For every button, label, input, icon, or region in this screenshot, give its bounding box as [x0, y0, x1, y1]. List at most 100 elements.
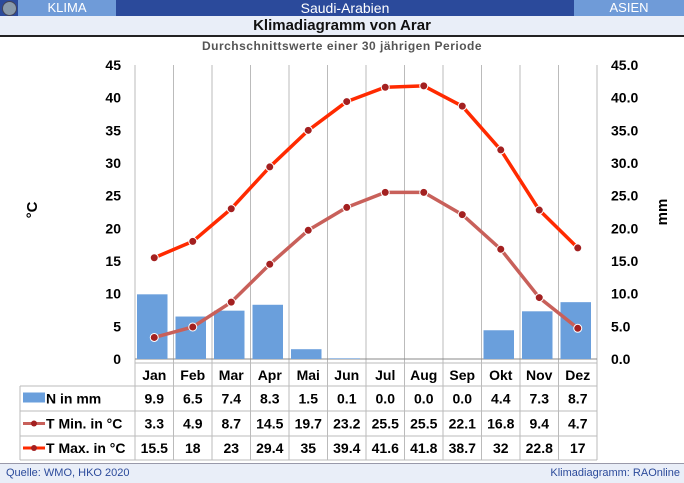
table-value: 4.7: [568, 416, 588, 432]
table-value: 6.5: [183, 391, 203, 407]
y-tick-label: 35: [105, 122, 121, 138]
y-tick-label: 15: [105, 253, 121, 269]
y-tick-label: 20: [105, 220, 121, 236]
table-value: 3.3: [145, 416, 165, 432]
tmax-point: [573, 243, 583, 253]
precip-bar: [214, 310, 245, 359]
y-tick-label: 30: [105, 155, 121, 171]
table-value: 14.5: [256, 416, 283, 432]
table-value: 22.1: [449, 416, 476, 432]
legend-label: T Max. in °C: [46, 440, 126, 456]
source-text: Quelle: WMO, HKO 2020: [6, 467, 130, 479]
tmin-line: [153, 190, 579, 340]
precip-bar: [522, 311, 553, 359]
x-tick-label: Dez: [565, 367, 590, 383]
tmin-point: [457, 210, 467, 220]
x-tick-label: Jan: [142, 367, 166, 383]
y2-tick-label: 0.0: [611, 351, 631, 367]
asien-link[interactable]: ASIEN: [574, 0, 684, 16]
footer: Quelle: WMO, HKO 2020 Klimadiagramm: RAO…: [0, 463, 684, 483]
y-tick-label: 25: [105, 188, 121, 204]
tmin-point: [342, 202, 352, 212]
y2-tick-label: 5.0: [611, 318, 631, 334]
y2-tick-label: 10.0: [611, 286, 638, 302]
legend-label: T Min. in °C: [46, 416, 122, 432]
legend-swatch-point: [31, 445, 37, 451]
y2-tick-label: 15.0: [611, 253, 638, 269]
table-value: 0.0: [376, 391, 396, 407]
country-title: Saudi-Arabien: [300, 0, 390, 16]
y2-tick-label: 40.0: [611, 90, 638, 106]
table-value: 41.6: [372, 440, 399, 456]
table-value: 19.7: [295, 416, 322, 432]
tmax-point: [457, 101, 467, 111]
precip-bar: [252, 304, 283, 359]
x-tick-label: Jul: [375, 367, 395, 383]
precip-bar: [291, 349, 322, 359]
y-tick-label: 45: [105, 57, 121, 73]
table-value: 1.5: [299, 391, 319, 407]
y-axis-label: °C: [24, 201, 41, 218]
tmin-point: [188, 322, 198, 332]
x-tick-label: Feb: [180, 367, 205, 383]
klima-link[interactable]: KLIMA: [18, 0, 116, 16]
tmax-point: [149, 253, 159, 263]
tmin-point: [573, 323, 583, 333]
table-value: 9.9: [145, 391, 165, 407]
y2-tick-label: 45.0: [611, 57, 638, 73]
legend-swatch-precip: [23, 392, 45, 403]
chart-subtitle: Durchschnittswerte einer 30 jährigen Per…: [201, 39, 483, 53]
x-tick-label: Mar: [219, 367, 244, 383]
top-bar: KLIMA Saudi-Arabien ASIEN: [0, 0, 684, 16]
tmax-point: [303, 125, 313, 135]
tmin-point: [303, 225, 313, 235]
table-value: 17: [570, 440, 586, 456]
y-tick-label: 40: [105, 90, 121, 106]
tmax-point: [342, 97, 352, 107]
table-value: 9.4: [530, 416, 550, 432]
y2-tick-label: 35.0: [611, 122, 638, 138]
table-value: 0.0: [453, 391, 473, 407]
y-tick-label: 0: [113, 351, 121, 367]
tmin-point: [226, 297, 236, 307]
tmax-point: [534, 205, 544, 215]
tmax-point: [380, 82, 390, 92]
x-tick-label: Okt: [489, 367, 513, 383]
table-value: 18: [185, 440, 201, 456]
tmin-point: [419, 187, 429, 197]
tmax-line: [153, 84, 579, 260]
table-value: 4.9: [183, 416, 203, 432]
tmin-point: [496, 244, 506, 254]
tmin-point: [149, 332, 159, 342]
table-value: 29.4: [256, 440, 283, 456]
y2-tick-label: 25.0: [611, 188, 638, 204]
tmin-point: [380, 187, 390, 197]
credit-text: Klimadiagramm: RAOnline: [550, 467, 680, 479]
legend-label: N in mm: [46, 391, 101, 407]
table-value: 41.8: [410, 440, 437, 456]
table-value: 22.8: [526, 440, 553, 456]
table-value: 8.3: [260, 391, 280, 407]
table-value: 38.7: [449, 440, 476, 456]
x-tick-label: Mai: [297, 367, 320, 383]
table-value: 4.4: [491, 391, 511, 407]
legend-swatch-point: [31, 420, 37, 427]
table-value: 0.1: [337, 391, 357, 407]
y2-tick-label: 20.0: [611, 220, 638, 236]
y-tick-label: 10: [105, 286, 121, 302]
globe-icon: [2, 1, 17, 16]
precip-bar: [137, 294, 168, 359]
table-value: 16.8: [487, 416, 514, 432]
table-value: 25.5: [372, 416, 399, 432]
x-tick-label: Aug: [410, 367, 437, 383]
table-value: 15.5: [141, 440, 168, 456]
tmax-point: [496, 145, 506, 155]
table-value: 25.5: [410, 416, 437, 432]
x-tick-label: Jun: [334, 367, 359, 383]
x-tick-label: Nov: [526, 367, 553, 383]
tmax-point: [188, 236, 198, 246]
table-value: 8.7: [222, 416, 242, 432]
table-value: 8.7: [568, 391, 588, 407]
precip-bar: [483, 330, 514, 359]
table-value: 7.4: [222, 391, 242, 407]
